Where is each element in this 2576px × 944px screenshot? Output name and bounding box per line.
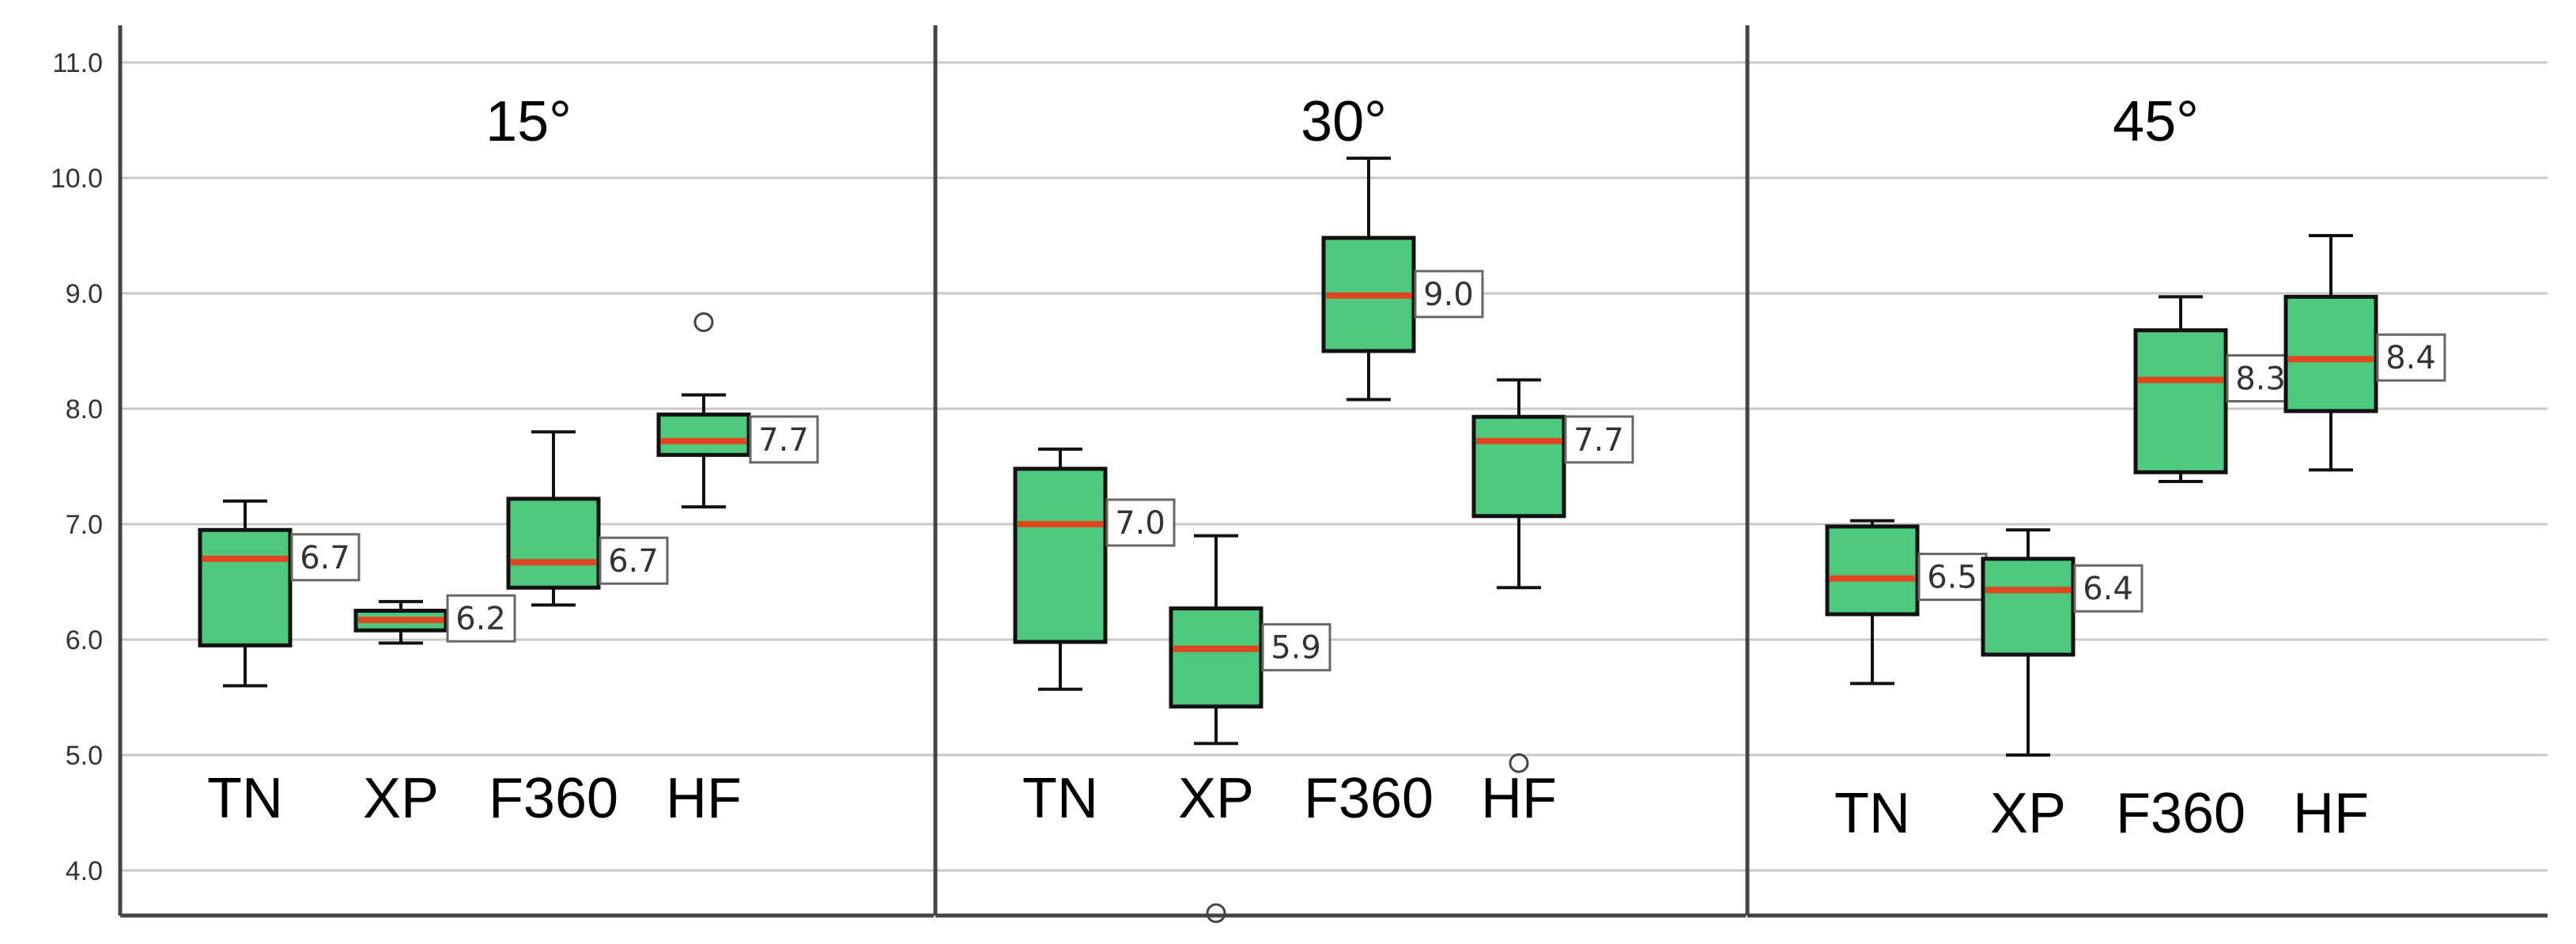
- median-label-box: [1564, 415, 1634, 464]
- box-tn: 7.0: [1013, 447, 1176, 691]
- median-label: 7.7: [758, 422, 809, 459]
- iqr-box: [1471, 414, 1566, 519]
- y-tick-label: 6.0: [66, 625, 103, 655]
- category-label: TN: [1834, 782, 1910, 845]
- median-label: 6.5: [1927, 560, 1977, 596]
- category-label: HF: [1481, 767, 1557, 830]
- outlier-point: [693, 312, 714, 332]
- iqr-box: [2133, 328, 2228, 474]
- median-label: 6.7: [608, 543, 659, 580]
- median-label-box: [446, 594, 516, 643]
- y-tick-label: 7.0: [66, 510, 103, 540]
- median-label-box: [2376, 333, 2446, 382]
- box-f360: 9.0: [1321, 157, 1484, 402]
- iqr-box: [506, 497, 601, 590]
- category-label: F360: [2116, 782, 2246, 845]
- panel-title: 15°: [485, 90, 572, 153]
- median-label-box: [599, 536, 669, 585]
- box-xp: 6.4: [1981, 528, 2144, 757]
- box-hf: 8.4: [2283, 234, 2446, 472]
- median-label-box: [1261, 623, 1331, 672]
- axes: [118, 25, 2548, 918]
- y-tick-label: 8.0: [66, 395, 103, 425]
- y-tick-label: 11.0: [52, 48, 103, 78]
- panel-1: 15° TN XP F360 HF 6.7 6.2 6.7 7.7: [198, 90, 819, 830]
- iqr-box: [1981, 557, 2076, 657]
- median-label: 8.3: [2235, 361, 2286, 398]
- iqr-box: [1825, 524, 1920, 617]
- box-hf: 7.7: [1471, 378, 1634, 773]
- y-tick-label: 5.0: [66, 741, 103, 771]
- median-label: 6.7: [300, 540, 350, 576]
- panel-3: 45° TN XP F360 HF 6.5 6.4 8.3 8.4: [1825, 90, 2446, 845]
- box-tn: 6.5: [1825, 519, 1988, 685]
- outlier-point: [1206, 903, 1226, 923]
- box-xp: 5.9: [1169, 534, 1331, 923]
- median-label: 8.4: [2385, 340, 2436, 376]
- panel-title: 30°: [1301, 90, 1387, 153]
- category-label: TN: [1022, 767, 1098, 830]
- iqr-box: [1013, 466, 1108, 644]
- median-label: 7.7: [1573, 422, 1624, 459]
- category-label: XP: [1990, 782, 2066, 845]
- median-label: 6.2: [455, 601, 506, 637]
- median-label: 6.4: [2083, 571, 2133, 607]
- outlier-point: [1509, 753, 1529, 773]
- panel-2: 30° TN XP F360 HF 7.0 5.9 9.0 7.7: [1013, 90, 1634, 923]
- median-label: 7.0: [1115, 505, 1165, 542]
- category-label: F360: [489, 767, 618, 830]
- category-label: XP: [1178, 767, 1254, 830]
- category-label: HF: [666, 767, 742, 830]
- panel-title: 45°: [2113, 90, 2199, 153]
- category-label: XP: [363, 767, 439, 830]
- box-xp: 6.2: [353, 594, 516, 645]
- iqr-box: [2283, 294, 2378, 413]
- box-hf: 7.7: [656, 312, 819, 509]
- median-label-box: [2073, 564, 2144, 613]
- category-label: HF: [2293, 782, 2369, 845]
- iqr-box: [656, 412, 751, 457]
- y-tick-label: 9.0: [66, 279, 103, 309]
- category-label: TN: [207, 767, 283, 830]
- y-tick-label: 4.0: [66, 856, 103, 886]
- iqr-box: [1169, 606, 1263, 709]
- box-tn: 6.7: [198, 499, 361, 688]
- box-f360: 8.3: [2133, 295, 2296, 483]
- category-label: F360: [1304, 767, 1433, 830]
- iqr-box: [198, 527, 293, 648]
- box-f360: 6.7: [506, 430, 669, 607]
- panels: 15° TN XP F360 HF 6.7 6.2 6.7 7.7 30° TN XP F360 HF 7.…: [198, 90, 2446, 923]
- y-tick-labels: 4.0 5.0 6.0 7.0 8.0 9.0 10.0 11.0: [51, 48, 103, 886]
- median-label-box: [1105, 498, 1176, 547]
- median-label-box: [749, 415, 819, 464]
- median-label-box: [1414, 270, 1484, 319]
- median-label: 5.9: [1271, 630, 1321, 666]
- y-tick-label: 10.0: [51, 164, 103, 194]
- median-label-box: [290, 533, 361, 582]
- median-label: 9.0: [1423, 277, 1474, 313]
